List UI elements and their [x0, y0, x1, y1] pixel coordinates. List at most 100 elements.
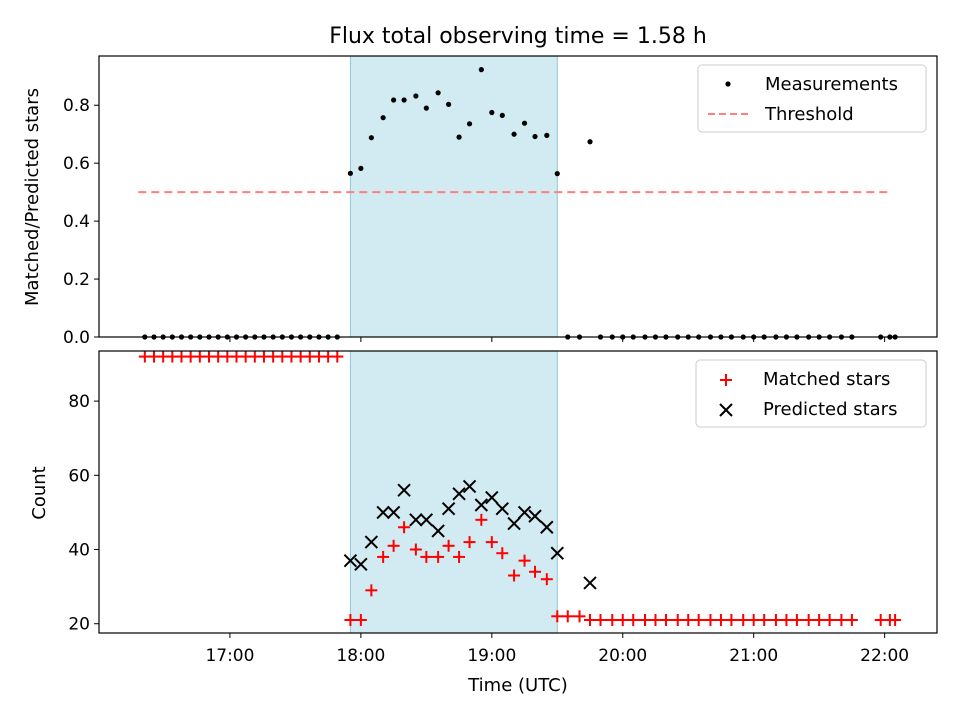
matched-point [463, 536, 476, 549]
legend-measurements-marker [725, 81, 731, 87]
measurement-point [401, 97, 407, 103]
predicted-point [354, 557, 368, 572]
matched-point [561, 610, 574, 623]
count-axes-frame [98, 350, 938, 634]
count-ytick-label: 40 [68, 541, 90, 561]
predicted-point [431, 524, 445, 538]
predicted-point [507, 516, 521, 531]
matched-point [823, 614, 836, 627]
xtick-label: 18:00 [336, 646, 385, 666]
matched-point [639, 614, 652, 627]
matched-point [387, 539, 400, 552]
matched-point [518, 554, 531, 567]
measurement-point [554, 171, 560, 177]
matched-point [594, 614, 607, 627]
matched-point [606, 614, 619, 627]
xtick-label: 19:00 [467, 646, 516, 666]
matched-point [432, 550, 445, 563]
measurement-point [456, 134, 462, 140]
matched-point [704, 614, 717, 627]
matched-point [835, 614, 848, 627]
matched-point [737, 614, 750, 627]
matched-point [420, 550, 433, 563]
matched-point [508, 569, 521, 582]
predicted-point [409, 513, 423, 527]
matched-point [758, 614, 771, 627]
predicted-point [540, 520, 554, 534]
matched-point [725, 614, 738, 627]
measurement-point [544, 132, 550, 138]
matched-point [365, 584, 378, 597]
matched-point [682, 614, 695, 627]
predicted-point [419, 513, 434, 527]
xlabel-time: Time (UTC) [467, 675, 568, 696]
predicted-point [517, 505, 532, 520]
measurement-point [435, 90, 441, 96]
predicted-point [386, 505, 401, 520]
measurement-point [466, 121, 473, 127]
legend-predicted-marker [719, 403, 733, 417]
matched-point [551, 610, 564, 623]
measurement-point [413, 93, 419, 99]
matched-point [790, 614, 803, 627]
matched-point [453, 550, 466, 563]
ratio-ytick-label: 0.2 [63, 270, 90, 290]
ratio-panel: 0.0 0.2 0.4 0.6 0.8 [63, 55, 938, 348]
predicted-point [583, 576, 597, 590]
ylabel-ratio: Matched/Predicted stars [22, 88, 43, 306]
matched-point [627, 614, 640, 627]
matched-point [714, 614, 727, 627]
count-ytick-label: 80 [68, 392, 90, 412]
matched-point [442, 539, 455, 552]
matched-point [496, 547, 509, 560]
count-ytick-label: 60 [68, 466, 90, 486]
matched-point [813, 614, 826, 627]
predicted-point [495, 501, 509, 516]
measurement-point [532, 133, 538, 140]
matched-point [540, 573, 553, 586]
matched-point [692, 614, 705, 627]
measurement-point [499, 112, 505, 118]
count-legend: Matched stars Predicted stars [695, 359, 927, 428]
measurement-point [521, 120, 528, 126]
predicted-point [474, 498, 489, 512]
matched-point [409, 543, 422, 556]
predicted-point [485, 490, 499, 505]
matched-point [344, 614, 357, 627]
matched-point [659, 614, 672, 627]
measurement-point [423, 105, 429, 111]
ylabel-count: Count [29, 466, 50, 519]
predicted-point [343, 553, 358, 568]
count-panel: 20 40 60 80 17:00 18:00 19:00 20:00 21:00 22:00 [68, 350, 938, 666]
legend-matched-marker [720, 374, 732, 386]
figure-title: Flux total observing time = 1.58 h [329, 24, 707, 49]
predicted-point [528, 509, 542, 523]
predicted-point [452, 487, 466, 501]
legend-threshold-label: Threshold [764, 104, 854, 125]
legend-measurements-label: Measurements [765, 74, 898, 95]
xtick-label: 17:00 [205, 646, 254, 666]
predicted-point [364, 535, 379, 549]
ratio-axes-frame [98, 55, 938, 338]
matched-point [398, 521, 411, 534]
matched-point [649, 614, 662, 627]
matched-point [780, 614, 793, 627]
xtick-label: 20:00 [598, 646, 647, 666]
ratio-ytick-label: 0.0 [63, 328, 90, 348]
ratio-ytick-label: 0.8 [63, 96, 90, 116]
count-legend-box [695, 359, 927, 428]
matched-point [747, 614, 760, 627]
xtick-label: 22:00 [860, 646, 909, 666]
matched-point [671, 614, 684, 627]
predicted-point [397, 483, 411, 497]
measurement-point [380, 115, 386, 121]
measurement-point [489, 109, 495, 116]
measurement-point [446, 101, 452, 107]
measurement-point [511, 131, 517, 137]
ratio-legend-box [697, 64, 927, 133]
matched-point [584, 614, 597, 627]
measurement-point [587, 139, 593, 145]
ratio-ytick-label: 0.6 [63, 154, 90, 174]
matched-point [769, 614, 782, 627]
